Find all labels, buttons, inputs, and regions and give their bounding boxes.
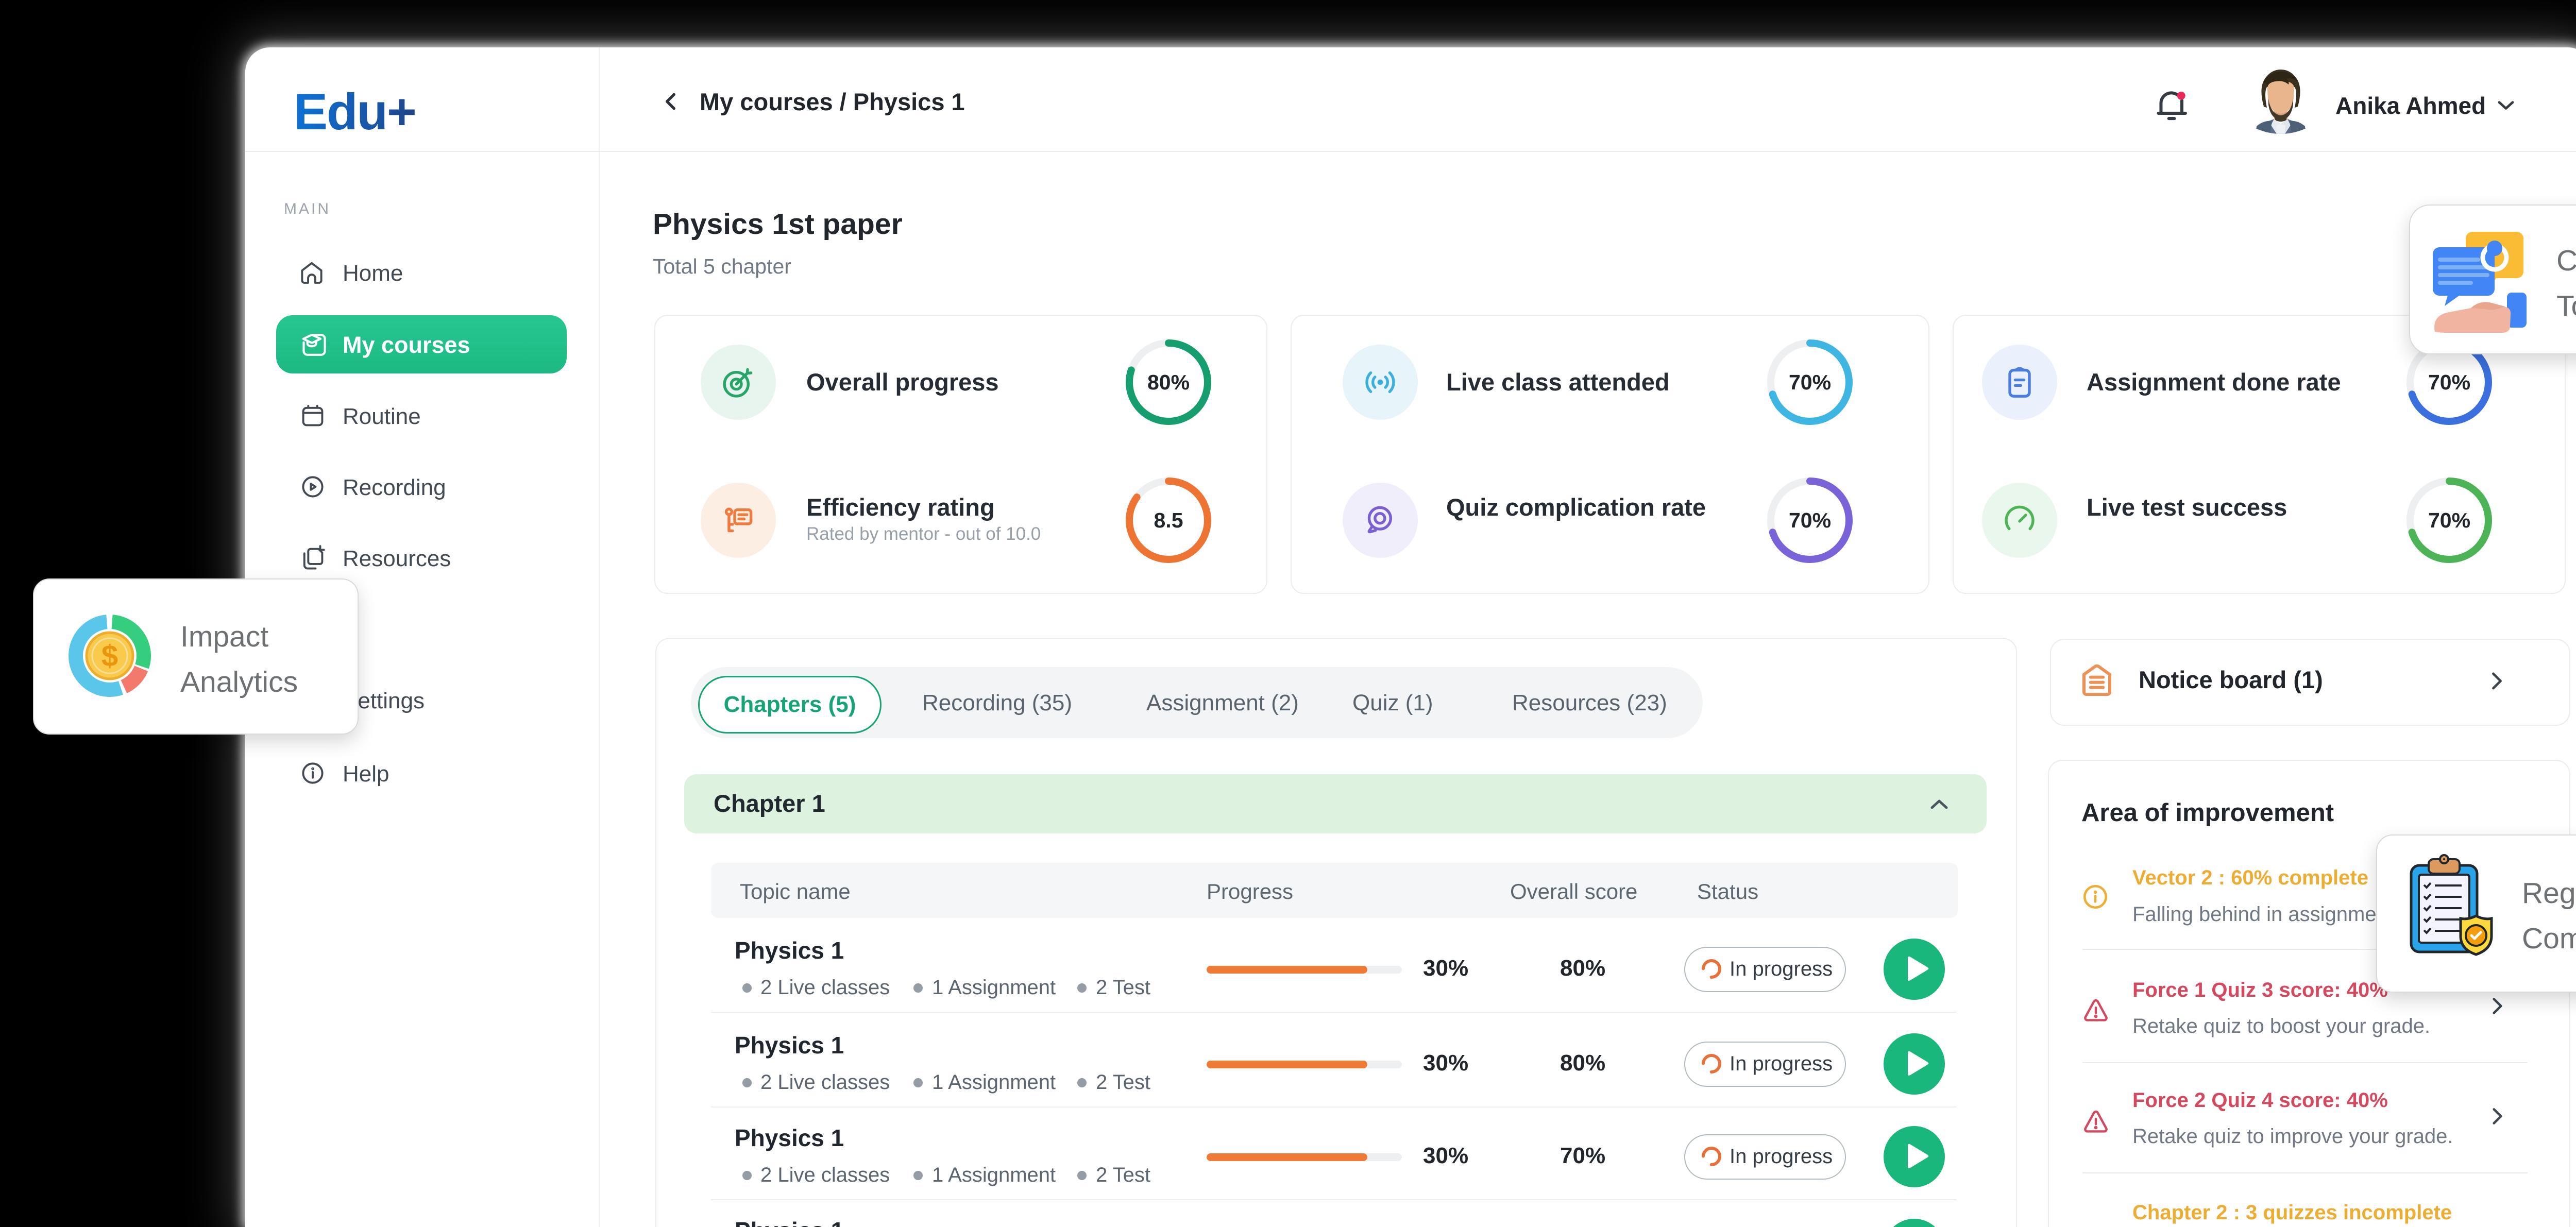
svg-text:$: $: [101, 639, 118, 673]
